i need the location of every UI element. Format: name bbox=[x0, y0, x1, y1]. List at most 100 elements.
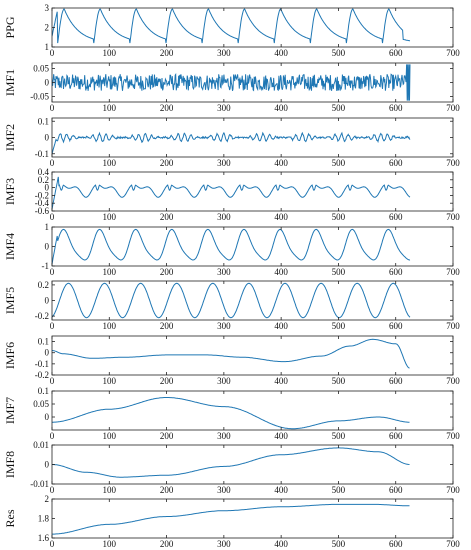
y-axis-label: IMF3 bbox=[3, 178, 17, 205]
x-tick-label: 400 bbox=[274, 321, 288, 331]
x-tick-label: 700 bbox=[446, 321, 460, 331]
subplot-res: 0 100 200 300 400 500 600 700 2 1.8 1.6 Res bbox=[3, 494, 460, 549]
x-tick-label: 700 bbox=[446, 158, 460, 168]
plot-frame bbox=[51, 390, 454, 431]
x-tick-label: 200 bbox=[160, 212, 174, 222]
x-tick-label: 300 bbox=[217, 376, 231, 386]
y-axis-label: IMF1 bbox=[3, 69, 17, 96]
x-tick-label: 700 bbox=[446, 103, 460, 113]
y-tick-label: 0.2 bbox=[38, 280, 49, 290]
y-tick-label: 0.2 bbox=[38, 175, 49, 185]
x-tick-label: 500 bbox=[332, 321, 346, 331]
x-tick-label: 400 bbox=[274, 376, 288, 386]
x-tick-label: 400 bbox=[274, 158, 288, 168]
x-tick-label: 100 bbox=[103, 321, 117, 331]
y-tick-label: 2 bbox=[45, 494, 50, 504]
y-axis-label: IMF8 bbox=[3, 451, 17, 478]
x-tick-label: 300 bbox=[217, 267, 231, 277]
x-tick-label: 400 bbox=[274, 267, 288, 277]
x-tick-label: 500 bbox=[332, 431, 346, 441]
x-tick-label: 100 bbox=[103, 48, 117, 58]
plot-frame bbox=[51, 335, 454, 376]
x-tick-label: 0 bbox=[50, 431, 55, 441]
x-tick-label: 600 bbox=[389, 321, 403, 331]
x-tick-label: 200 bbox=[160, 103, 174, 113]
x-tick-label: 100 bbox=[103, 485, 117, 495]
series-line-imf6 bbox=[52, 338, 410, 369]
y-tick-label: 0 bbox=[45, 183, 50, 193]
x-tick-label: 0 bbox=[50, 267, 55, 277]
x-tick-label: 300 bbox=[217, 485, 231, 495]
y-tick-label: -0.01 bbox=[30, 479, 49, 489]
series-line-imf5 bbox=[52, 282, 411, 319]
x-tick-label: 100 bbox=[103, 431, 117, 441]
y-tick-label: 0.05 bbox=[33, 399, 49, 409]
x-tick-label: 0 bbox=[50, 376, 55, 386]
x-tick-label: 0 bbox=[50, 212, 55, 222]
x-tick-label: 200 bbox=[160, 267, 174, 277]
y-tick-label: 0.01 bbox=[33, 440, 49, 450]
x-tick-label: 100 bbox=[103, 103, 117, 113]
x-tick-label: 300 bbox=[217, 212, 231, 222]
x-tick-label: 0 bbox=[50, 321, 55, 331]
x-tick-label: 200 bbox=[160, 158, 174, 168]
plot-frame bbox=[51, 117, 454, 158]
x-tick-label: 300 bbox=[217, 321, 231, 331]
y-axis-label: IMF4 bbox=[3, 233, 17, 260]
x-tick-label: 0 bbox=[50, 103, 55, 113]
series-line-imf2 bbox=[52, 131, 411, 154]
subplot-imf3: 0 100 200 300 400 500 600 7000.40.20-0.2-0.4-0.… bbox=[3, 167, 460, 222]
y-tick-label: 0 bbox=[45, 133, 50, 143]
x-tick-label: 600 bbox=[389, 485, 403, 495]
x-tick-label: 500 bbox=[332, 48, 346, 58]
y-tick-label: 0.05 bbox=[33, 64, 49, 74]
x-tick-label: 600 bbox=[389, 376, 403, 386]
y-tick-label: 0 bbox=[45, 242, 50, 252]
y-tick-label: 1 bbox=[45, 42, 50, 52]
plot-frame bbox=[51, 171, 454, 212]
series-line-imf4 bbox=[52, 228, 411, 265]
x-tick-label: 400 bbox=[274, 103, 288, 113]
series-line-ppg bbox=[52, 8, 411, 44]
x-tick-label: 700 bbox=[446, 431, 460, 441]
x-tick-label: 200 bbox=[160, 431, 174, 441]
x-tick-label: 0 bbox=[50, 48, 55, 58]
y-tick-label: 0 bbox=[45, 78, 50, 88]
y-axis-label: Res bbox=[3, 509, 17, 527]
y-tick-label: 0 bbox=[45, 412, 50, 422]
y-tick-label: -0.1 bbox=[35, 359, 49, 369]
y-tick-label: 0 bbox=[45, 296, 50, 306]
y-axis-label: IMF7 bbox=[3, 397, 17, 424]
series-line-imf7 bbox=[52, 397, 410, 430]
x-tick-label: 500 bbox=[332, 103, 346, 113]
series-line-imf8 bbox=[52, 447, 410, 478]
x-tick-label: 700 bbox=[446, 485, 460, 495]
y-tick-label: -0.2 bbox=[35, 311, 49, 321]
plot-frame bbox=[51, 444, 454, 485]
y-tick-label: -0.4 bbox=[35, 198, 50, 208]
series-line-res bbox=[52, 503, 410, 535]
x-tick-label: 500 bbox=[332, 212, 346, 222]
y-tick-label: 2 bbox=[45, 23, 50, 33]
x-tick-label: 500 bbox=[332, 485, 346, 495]
x-tick-label: 300 bbox=[217, 539, 231, 549]
subplot-imf7: 0 100 200 300 400 500 600 700 0.1 0.05 0 IMF7 bbox=[3, 386, 460, 441]
y-axis-label: IMF2 bbox=[3, 124, 17, 151]
x-tick-label: 400 bbox=[274, 431, 288, 441]
x-tick-label: 400 bbox=[274, 485, 288, 495]
y-tick-label: -0.1 bbox=[35, 149, 49, 159]
x-tick-label: 700 bbox=[446, 212, 460, 222]
x-tick-label: 600 bbox=[389, 431, 403, 441]
x-tick-label: 600 bbox=[389, 158, 403, 168]
x-tick-label: 400 bbox=[274, 48, 288, 58]
y-tick-label: 3 bbox=[45, 3, 50, 13]
y-tick-label: 1.6 bbox=[38, 533, 50, 543]
x-tick-label: 100 bbox=[103, 267, 117, 277]
plot-frame bbox=[51, 7, 454, 48]
y-axis-label: PPG bbox=[3, 16, 17, 38]
